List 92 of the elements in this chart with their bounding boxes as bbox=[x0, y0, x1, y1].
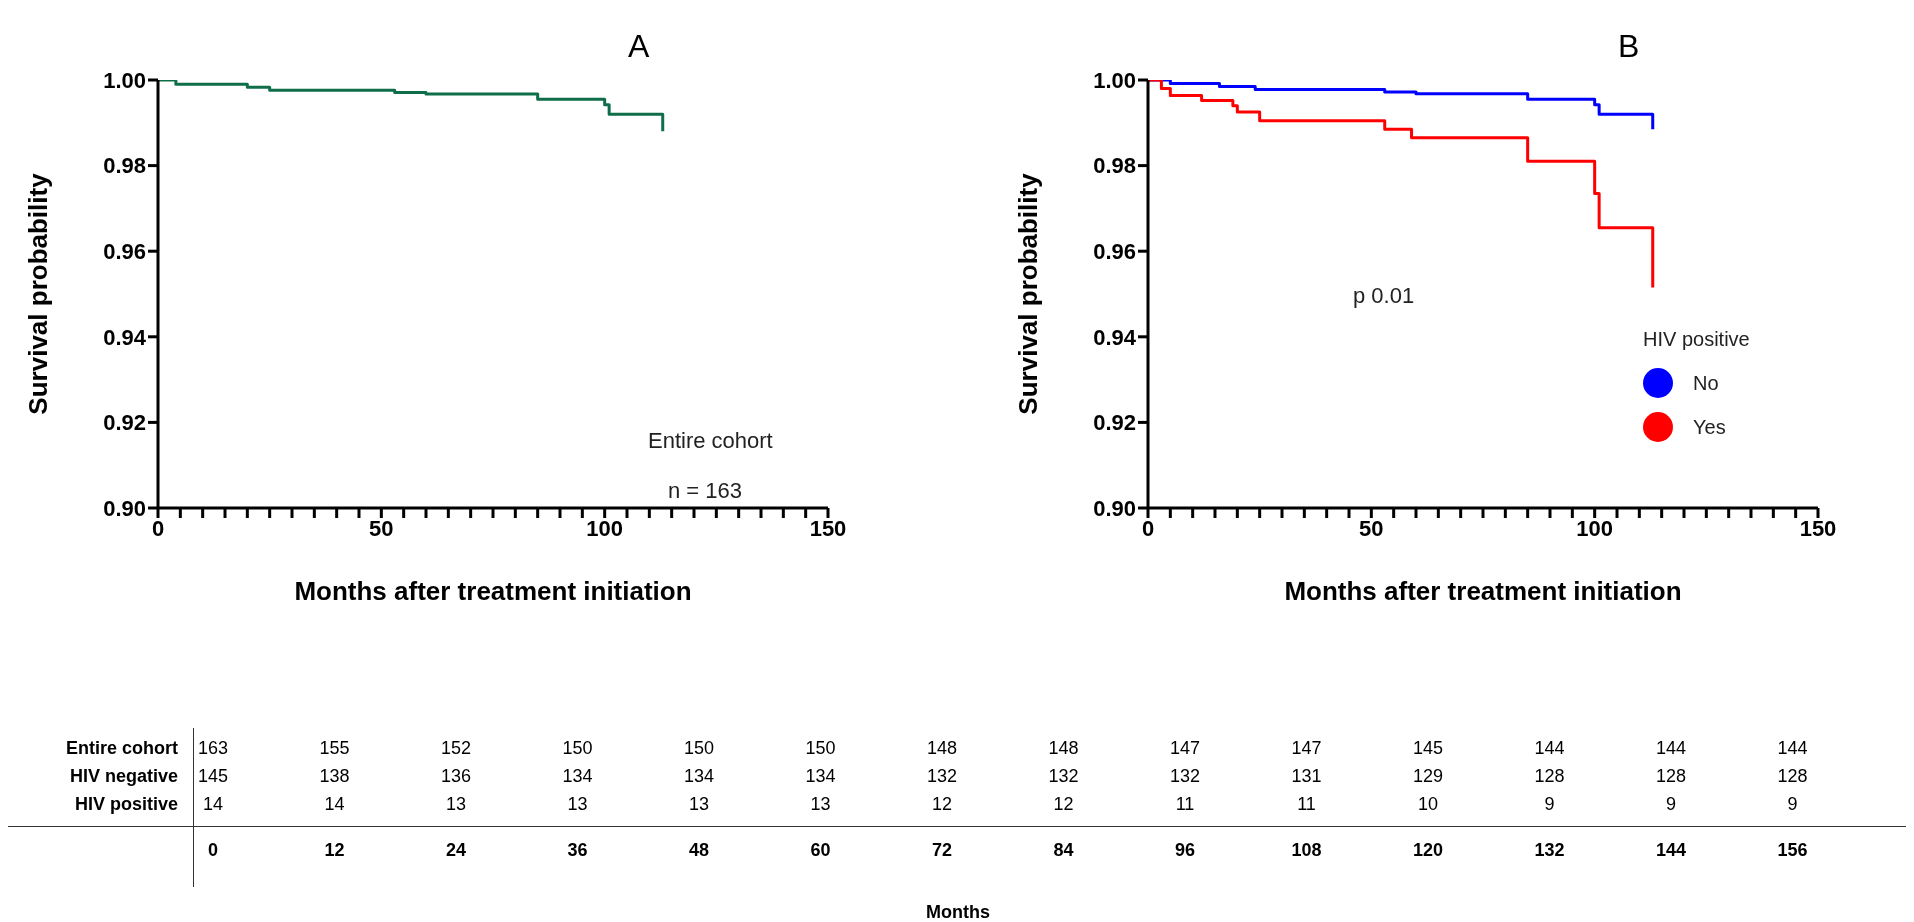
x-axis-title: Months after treatment initiation bbox=[294, 576, 692, 606]
data-label: 150 bbox=[561, 738, 594, 759]
x-axis-title: Months bbox=[925, 902, 991, 922]
x-axis-title: Months after treatment initiation bbox=[1284, 576, 1682, 606]
y-tick-label: HIV positive bbox=[73, 794, 178, 815]
y-tick-label: 0.96 bbox=[103, 239, 146, 265]
annotation: p 0.01 bbox=[1353, 283, 1415, 309]
data-label: 131 bbox=[1290, 766, 1323, 787]
data-label: 13 bbox=[445, 794, 467, 815]
data-label: 150 bbox=[804, 738, 837, 759]
data-label: 136 bbox=[439, 766, 472, 787]
y-tick-label: HIV negative bbox=[68, 766, 178, 787]
y-tick-label: 0.96 bbox=[1093, 239, 1136, 265]
y-tick-label: 0.92 bbox=[1093, 410, 1136, 436]
legend-title: HIV positive bbox=[1643, 328, 1750, 351]
annotation: n = 163 bbox=[668, 478, 743, 504]
data-label: 11 bbox=[1296, 794, 1317, 815]
data-label: 129 bbox=[1411, 766, 1444, 787]
data-label: 163 bbox=[197, 738, 229, 758]
y-tick-label: 0.90 bbox=[103, 495, 146, 521]
x-tick-label: 100 bbox=[1576, 515, 1614, 541]
y-tick-label: Entire cohort bbox=[65, 738, 178, 759]
data-label: 147 bbox=[1168, 738, 1201, 759]
data-label: 152 bbox=[439, 738, 472, 759]
y-tick-label: 0.98 bbox=[1093, 153, 1136, 179]
x-tick-label: 50 bbox=[1359, 515, 1384, 541]
x-tick-label: 36 bbox=[566, 840, 589, 861]
data-label: 12 bbox=[931, 794, 953, 815]
data-label: 128 bbox=[1654, 766, 1687, 787]
y-axis-title: Survival probability bbox=[23, 172, 54, 415]
chart-title: A bbox=[628, 28, 650, 65]
y-tick-label: 0.94 bbox=[103, 324, 147, 350]
x-tick-label: 60 bbox=[809, 840, 832, 861]
data-label: 13 bbox=[566, 794, 589, 815]
data-label: 145 bbox=[1411, 738, 1444, 759]
y-tick-label: 0.94 bbox=[1093, 324, 1137, 350]
data-label: 138 bbox=[318, 766, 351, 787]
data-label: 128 bbox=[1776, 766, 1809, 787]
data-label: 132 bbox=[925, 766, 958, 787]
data-label: 9 bbox=[1665, 794, 1677, 815]
data-label: 9 bbox=[1543, 794, 1556, 815]
data-label: 10 bbox=[1417, 794, 1439, 815]
x-tick-label: 108 bbox=[1290, 840, 1323, 861]
legend-label: Yes bbox=[1693, 415, 1726, 439]
x-tick-label: 24 bbox=[445, 840, 467, 861]
data-label: 14 bbox=[323, 794, 346, 815]
data-label: 14 bbox=[202, 794, 224, 814]
data-label: 150 bbox=[682, 738, 715, 759]
x-tick-label: 150 bbox=[809, 515, 847, 541]
data-label: 132 bbox=[1168, 766, 1201, 787]
x-tick-label: 12 bbox=[323, 840, 346, 861]
x-tick-label: 150 bbox=[1799, 515, 1837, 541]
chart-title: B bbox=[1618, 28, 1640, 65]
annotation: Entire cohort bbox=[648, 428, 773, 454]
data-label: 144 bbox=[1776, 738, 1809, 759]
data-label: 128 bbox=[1533, 766, 1566, 787]
data-label: 134 bbox=[804, 766, 837, 787]
y-tick-label: 1.00 bbox=[103, 67, 146, 93]
data-label: 9 bbox=[1786, 794, 1799, 815]
x-tick-label: 0 bbox=[1141, 515, 1155, 541]
data-label: 144 bbox=[1533, 738, 1566, 759]
y-tick-label: 0.98 bbox=[103, 153, 146, 179]
data-label: 148 bbox=[925, 738, 958, 759]
data-label: 134 bbox=[682, 766, 715, 787]
y-tick-label: 0.92 bbox=[103, 410, 146, 436]
data-label: 134 bbox=[561, 766, 594, 787]
data-label: 12 bbox=[1052, 794, 1075, 815]
x-tick-label: 0 bbox=[207, 840, 219, 861]
x-tick-label: 72 bbox=[931, 840, 953, 861]
legend-label: No bbox=[1693, 371, 1719, 395]
x-tick-label: 120 bbox=[1411, 840, 1444, 861]
data-label: 155 bbox=[318, 738, 351, 759]
data-label: 147 bbox=[1290, 738, 1323, 759]
y-tick-label: 0.90 bbox=[1093, 495, 1136, 521]
x-tick-label: 156 bbox=[1776, 840, 1809, 861]
data-label: 145 bbox=[197, 766, 229, 786]
x-tick-label: 132 bbox=[1533, 840, 1566, 861]
x-tick-label: 48 bbox=[688, 840, 710, 861]
x-tick-label: 50 bbox=[369, 515, 394, 541]
data-label: 144 bbox=[1654, 738, 1687, 759]
data-label: 148 bbox=[1047, 738, 1080, 759]
x-tick-label: 0 bbox=[151, 515, 165, 541]
data-label: 13 bbox=[688, 794, 710, 815]
x-tick-label: 96 bbox=[1174, 840, 1196, 861]
data-label: 13 bbox=[809, 794, 832, 815]
y-tick-label: 1.00 bbox=[1093, 67, 1136, 93]
data-label: 11 bbox=[1174, 794, 1196, 815]
x-tick-label: 100 bbox=[586, 515, 624, 541]
x-tick-label: 144 bbox=[1654, 840, 1687, 861]
data-label: 132 bbox=[1047, 766, 1080, 787]
y-axis-title: Survival probability bbox=[1013, 172, 1044, 415]
x-tick-label: 84 bbox=[1052, 840, 1075, 861]
